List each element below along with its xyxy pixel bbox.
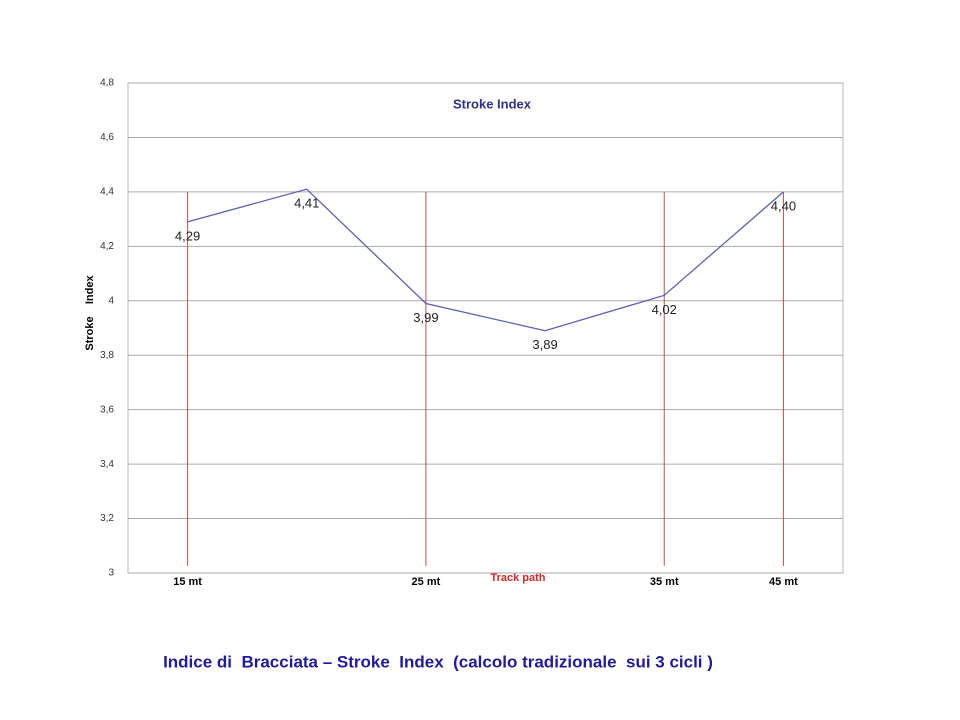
data-label: 4,40 bbox=[771, 198, 796, 213]
data-label: 4,02 bbox=[652, 302, 677, 317]
x-axis-label: Track path bbox=[490, 572, 545, 584]
chart-title: Stroke Index bbox=[453, 96, 532, 111]
data-label: 4,29 bbox=[175, 228, 200, 243]
y-tick-label: 4,8 bbox=[100, 78, 114, 89]
x-tick-label: 45 mt bbox=[769, 576, 798, 588]
y-axis-label: Stroke Index bbox=[84, 275, 96, 351]
y-tick-label: 4,2 bbox=[100, 241, 114, 252]
y-tick-label: 3,8 bbox=[100, 350, 114, 361]
x-tick-label: 15 mt bbox=[173, 576, 202, 588]
data-label: 3,89 bbox=[532, 337, 557, 352]
plot-frame bbox=[127, 82, 844, 574]
y-tick-label: 4 bbox=[108, 295, 114, 306]
caption: Indice di Bracciata – Stroke Index (calc… bbox=[163, 652, 713, 671]
y-tick-label: 4,6 bbox=[100, 132, 114, 143]
y-tick-label: 3 bbox=[108, 568, 114, 579]
y-tick-label: 3,6 bbox=[100, 404, 114, 415]
x-tick-label: 35 mt bbox=[650, 576, 679, 588]
y-tick-label: 3,2 bbox=[100, 513, 114, 524]
y-tick-label: 3,4 bbox=[100, 459, 114, 470]
y-tick-label: 4,4 bbox=[100, 187, 114, 198]
x-tick-label: 25 mt bbox=[412, 576, 441, 588]
data-label: 4,41 bbox=[294, 196, 319, 211]
data-label: 3,99 bbox=[413, 310, 438, 325]
series-line bbox=[187, 188, 784, 332]
